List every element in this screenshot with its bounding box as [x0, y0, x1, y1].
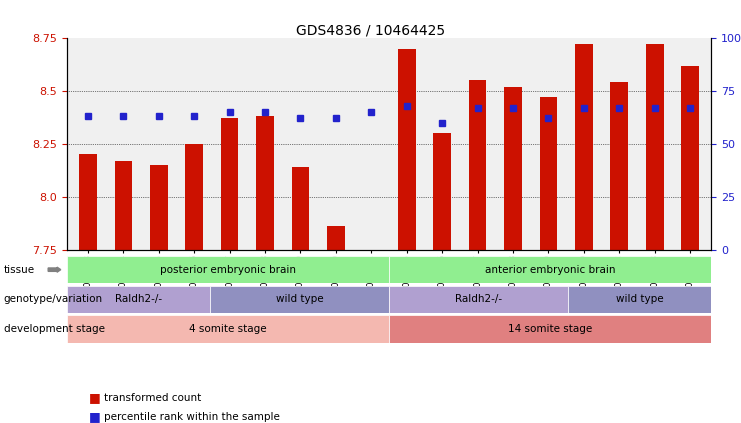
Text: 14 somite stage: 14 somite stage [508, 324, 592, 334]
Bar [67, 315, 389, 343]
Text: ■: ■ [89, 391, 101, 404]
Bar [433, 133, 451, 250]
Text: ■: ■ [89, 410, 101, 423]
Text: GDS4836 / 10464425: GDS4836 / 10464425 [296, 23, 445, 37]
Bar [389, 315, 711, 343]
Bar [67, 286, 210, 313]
Bar [504, 87, 522, 250]
Bar [79, 154, 97, 250]
Text: Raldh2-/-: Raldh2-/- [455, 294, 502, 304]
Bar [539, 97, 557, 250]
Text: transformed count: transformed count [104, 393, 201, 403]
Bar [221, 118, 239, 250]
Bar [568, 286, 711, 313]
Bar [185, 144, 203, 250]
Bar [389, 286, 568, 313]
Bar [389, 256, 711, 283]
Bar [681, 66, 699, 250]
Text: tissue: tissue [4, 265, 35, 275]
Text: 4 somite stage: 4 somite stage [189, 324, 267, 334]
Bar [398, 49, 416, 250]
Bar [210, 286, 389, 313]
Text: genotype/variation: genotype/variation [4, 294, 103, 304]
Bar [150, 165, 167, 250]
Bar [327, 226, 345, 250]
Bar [67, 256, 389, 283]
Text: wild type: wild type [616, 294, 663, 304]
Text: posterior embryonic brain: posterior embryonic brain [160, 265, 296, 275]
Text: anterior embryonic brain: anterior embryonic brain [485, 265, 616, 275]
Bar [292, 167, 309, 250]
Text: Raldh2-/-: Raldh2-/- [115, 294, 162, 304]
Bar [646, 44, 663, 250]
Text: development stage: development stage [4, 324, 104, 334]
Text: wild type: wild type [276, 294, 323, 304]
Bar [115, 161, 132, 250]
Bar [256, 116, 274, 250]
Bar [469, 80, 486, 250]
Text: percentile rank within the sample: percentile rank within the sample [104, 412, 279, 422]
Bar [611, 82, 628, 250]
Bar [575, 44, 593, 250]
